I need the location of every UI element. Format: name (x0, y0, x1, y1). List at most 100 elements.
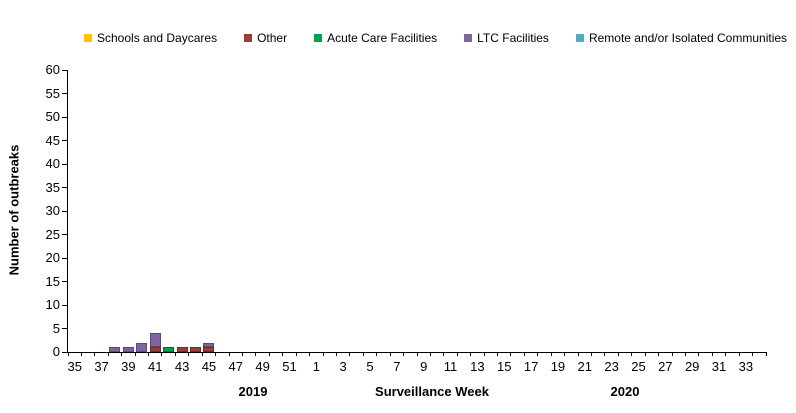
x-axis-tick (376, 352, 378, 356)
bar-segment (149, 333, 161, 348)
x-axis-tick (644, 352, 646, 356)
x-axis-tick (121, 352, 123, 356)
x-tick-label: 39 (121, 359, 136, 374)
y-axis-tick (62, 234, 67, 235)
x-axis-tick (470, 352, 472, 356)
x-tick-label: 17 (523, 359, 539, 374)
y-axis-tick (62, 210, 67, 212)
year-label-2020: 2020 (610, 384, 640, 399)
x-tick-label: 49 (255, 359, 270, 374)
bar-segment (122, 347, 134, 352)
legend: Schools and Daycares Other Acute Care Faci… (84, 31, 787, 45)
x-axis-tick (349, 352, 351, 356)
x-tick-label: 45 (201, 359, 217, 374)
x-axis-tick (752, 352, 754, 356)
x-tick-label: 37 (94, 359, 109, 374)
legend-swatch (464, 34, 473, 42)
x-tick-label: 9 (420, 359, 428, 374)
x-tick-label: 23 (604, 359, 619, 374)
x-tick-label: 1 (312, 359, 320, 374)
x-tick-label: 15 (497, 359, 512, 374)
x-tick-label: 51 (282, 359, 297, 374)
x-tick-label: 29 (684, 359, 700, 374)
x-tick-label: 21 (577, 359, 593, 374)
x-tick-label: 19 (550, 359, 566, 374)
y-axis-tick (62, 140, 67, 141)
x-axis-tick (550, 352, 552, 356)
legend-swatch (244, 34, 253, 42)
x-tick-label: 33 (738, 359, 754, 374)
x-axis-tick (631, 352, 633, 356)
legend-label: Remote and/or Isolated Communities (588, 31, 788, 45)
y-axis-tick (62, 187, 67, 188)
y-tick-label: 60 (45, 62, 60, 77)
x-axis-tick (188, 352, 190, 356)
x-tick-label: 41 (148, 359, 163, 374)
y-axis-tick (62, 304, 67, 306)
x-axis-tick (604, 352, 606, 356)
x-axis-tick (107, 352, 109, 356)
x-axis-tick (456, 352, 458, 356)
y-tick-label: 0 (52, 344, 60, 359)
y-tick-label: 45 (45, 132, 60, 148)
bar-segment (176, 347, 188, 352)
x-axis-tick (523, 352, 525, 356)
year-label-2019: 2019 (238, 384, 268, 399)
x-axis-tick (671, 352, 673, 356)
y-tick-label: 15 (45, 273, 60, 289)
x-axis-tick (242, 352, 243, 356)
x-tick-label: 31 (711, 359, 727, 374)
x-axis-tick (564, 352, 566, 356)
y-axis-tick (62, 116, 67, 118)
y-tick-label: 20 (45, 250, 60, 265)
x-axis-tick (725, 352, 727, 356)
x-axis-tick (658, 352, 660, 356)
legend-swatch (84, 34, 92, 42)
y-tick-label: 30 (45, 203, 60, 218)
x-tick-label: 27 (658, 359, 673, 374)
x-axis-tick (80, 352, 82, 356)
x-axis-tick (309, 352, 311, 356)
x-axis-tick (684, 352, 686, 356)
x-axis-tick (228, 352, 230, 356)
x-axis-tick (255, 352, 257, 356)
x-tick-label: 35 (67, 359, 82, 374)
x-axis-tick (698, 352, 700, 356)
y-axis-tick (62, 69, 67, 71)
x-axis-tick (711, 352, 713, 356)
x-axis-tick (215, 352, 217, 356)
x-axis-tick (443, 352, 445, 356)
legend-item: Acute Care Facilities (314, 31, 437, 45)
y-axis-tick (62, 281, 67, 282)
x-tick-label: 3 (339, 359, 347, 374)
x-axis-tick (483, 352, 485, 356)
bar-segment (163, 347, 175, 352)
y-axis-title: Number of outbreaks (6, 144, 22, 276)
bar-segment (109, 347, 121, 352)
legend-swatch (314, 34, 323, 42)
legend-item: Other (244, 31, 287, 45)
bar-segment (203, 342, 215, 348)
y-axis-tick (62, 257, 67, 259)
x-axis-tick (765, 352, 767, 356)
x-axis-tick (389, 352, 391, 356)
x-axis-tick (617, 352, 619, 356)
y-tick-label: 35 (45, 179, 60, 195)
x-tick-label: 47 (228, 359, 244, 374)
legend-item: Schools and Daycares (84, 31, 217, 45)
legend-label: Schools and Daycares (97, 31, 218, 45)
x-axis-tick (295, 352, 297, 356)
y-axis-tick (62, 351, 67, 353)
y-tick-label: 5 (52, 320, 60, 336)
y-tick-label: 10 (45, 297, 60, 312)
x-axis-tick (201, 352, 203, 356)
x-tick-label: 11 (443, 359, 458, 374)
x-axis-tick (362, 352, 364, 356)
x-axis-tick (497, 352, 499, 356)
x-axis-tick (161, 352, 163, 356)
bar-segment (203, 347, 215, 352)
x-axis-tick (510, 352, 512, 356)
legend-swatch (575, 34, 584, 42)
x-axis-tick (429, 352, 431, 356)
y-tick-label: 25 (45, 226, 60, 242)
